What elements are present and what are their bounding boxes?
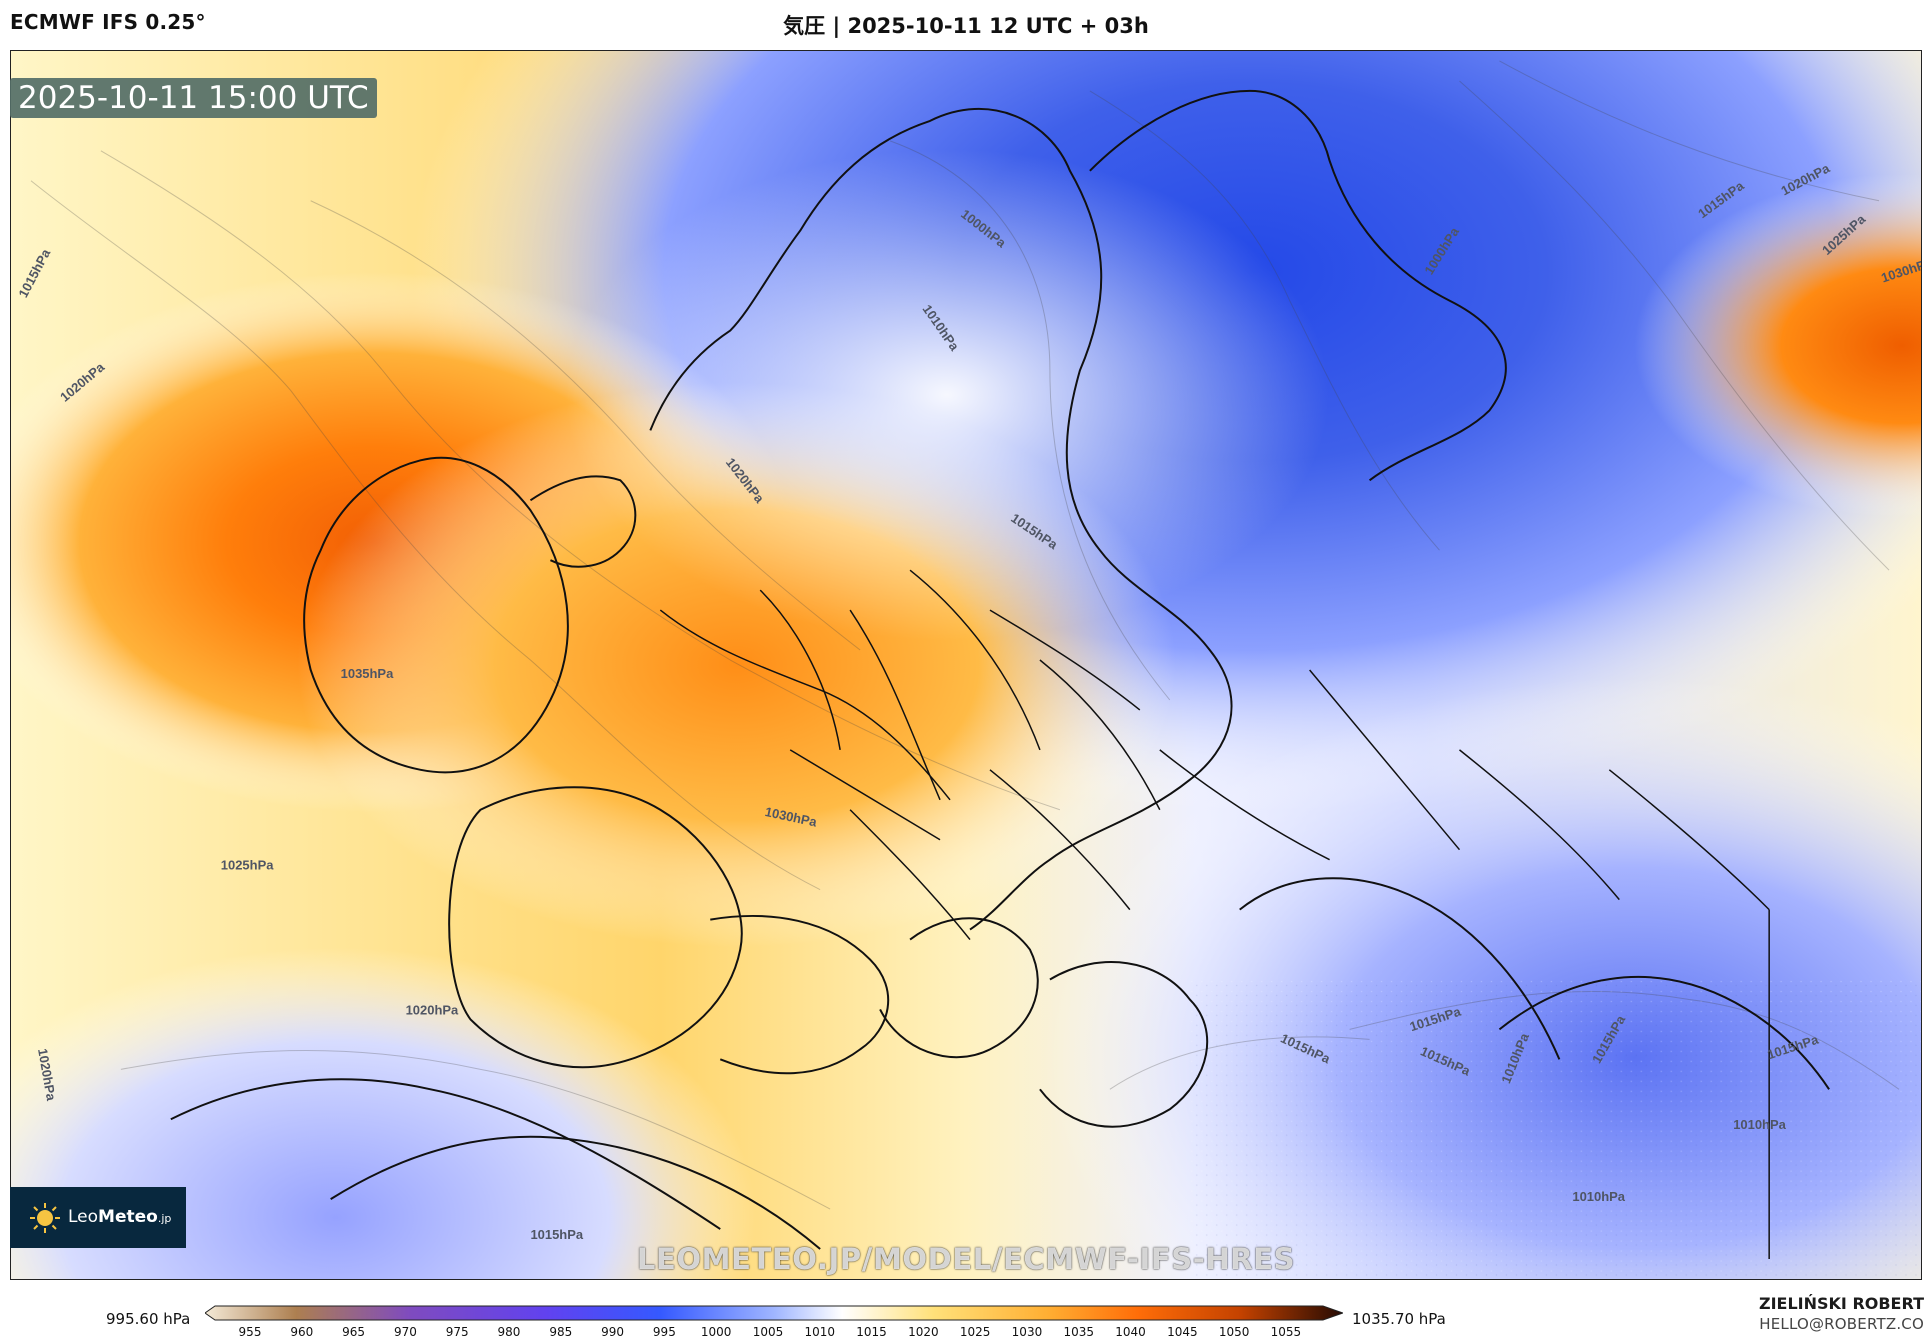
map-title: 気圧 | 2025-10-11 12 UTC + 03h bbox=[783, 14, 1149, 38]
pressure-color-scale bbox=[205, 1304, 1343, 1322]
scale-tick: 995 bbox=[652, 1325, 676, 1339]
scale-tick: 1015 bbox=[856, 1325, 887, 1339]
author-email: HELLO@ROBERTZ.CO bbox=[1759, 1315, 1924, 1333]
scale-tick: 965 bbox=[342, 1325, 366, 1339]
scale-tick: 975 bbox=[445, 1325, 469, 1339]
scale-tick: 1010 bbox=[804, 1325, 836, 1339]
scale-ticks: 955 960 965 970 975 980 985 990 995 1000… bbox=[232, 1325, 1304, 1339]
scale-tick: 1035 bbox=[1063, 1325, 1095, 1339]
scale-tick: 1005 bbox=[752, 1325, 784, 1339]
contour-label: 1035hPa bbox=[341, 666, 394, 681]
scale-tick: 960 bbox=[290, 1325, 314, 1339]
legend-bar: 995.60 hPa bbox=[0, 1290, 1932, 1339]
coastlines bbox=[170, 89, 1830, 1250]
sun-icon bbox=[30, 1202, 60, 1233]
pressure-scale-bar bbox=[205, 1305, 1343, 1321]
scale-max-label: 1035.70 hPa bbox=[1352, 1310, 1446, 1328]
isobars bbox=[30, 60, 1900, 1210]
scale-tick: 990 bbox=[601, 1325, 625, 1339]
contour-label: 1015hPa bbox=[530, 1227, 583, 1242]
scale-tick: 980 bbox=[497, 1325, 521, 1339]
contour-label: 1010hPa bbox=[1733, 1117, 1786, 1132]
scale-tick: 955 bbox=[238, 1325, 262, 1339]
scale-tick: 1050 bbox=[1218, 1325, 1250, 1339]
contour-label: 1025hPa bbox=[221, 858, 274, 873]
scale-tick: 970 bbox=[393, 1325, 417, 1339]
scale-min-label: 995.60 hPa bbox=[106, 1310, 191, 1328]
terrain-texture bbox=[1189, 979, 1921, 1279]
scale-tick: 1040 bbox=[1115, 1325, 1146, 1339]
pressure-map-frame: 1015hPa 1020hPa 1000hPa 1010hPa 1000hPa … bbox=[10, 50, 1922, 1280]
leometeo-logo: LeoMeteo.jp bbox=[10, 1187, 186, 1248]
contour-label: 1020hPa bbox=[406, 1002, 459, 1017]
scale-tick: 1045 bbox=[1167, 1325, 1198, 1339]
map-url-watermark: LEOMETEO.JP/MODEL/ECMWF-IFS-HRES bbox=[636, 1242, 1296, 1276]
scale-tick: 1000 bbox=[700, 1325, 732, 1339]
scale-tick: 1020 bbox=[908, 1325, 939, 1339]
logo-prefix: Leo bbox=[68, 1207, 99, 1227]
logo-text: LeoMeteo.jp bbox=[68, 1209, 171, 1226]
author-name: ZIELIŃSKI ROBERT bbox=[1758, 1294, 1924, 1313]
scale-tick: 1025 bbox=[959, 1325, 991, 1339]
pressure-map: 1015hPa 1020hPa 1000hPa 1010hPa 1000hPa … bbox=[11, 51, 1921, 1279]
country-borders bbox=[659, 569, 1770, 1260]
contour-label: 1010hPa bbox=[1572, 1189, 1625, 1204]
timestamp-badge: 2025-10-11 15:00 UTC bbox=[10, 78, 377, 118]
scale-tick: 985 bbox=[549, 1325, 573, 1339]
scale-tick: 1055 bbox=[1270, 1325, 1302, 1339]
model-title: ECMWF IFS 0.25° bbox=[10, 10, 206, 34]
scale-tick: 1030 bbox=[1011, 1325, 1043, 1339]
logo-brand: Meteo bbox=[98, 1207, 158, 1227]
logo-suffix: .jp bbox=[157, 1212, 172, 1225]
